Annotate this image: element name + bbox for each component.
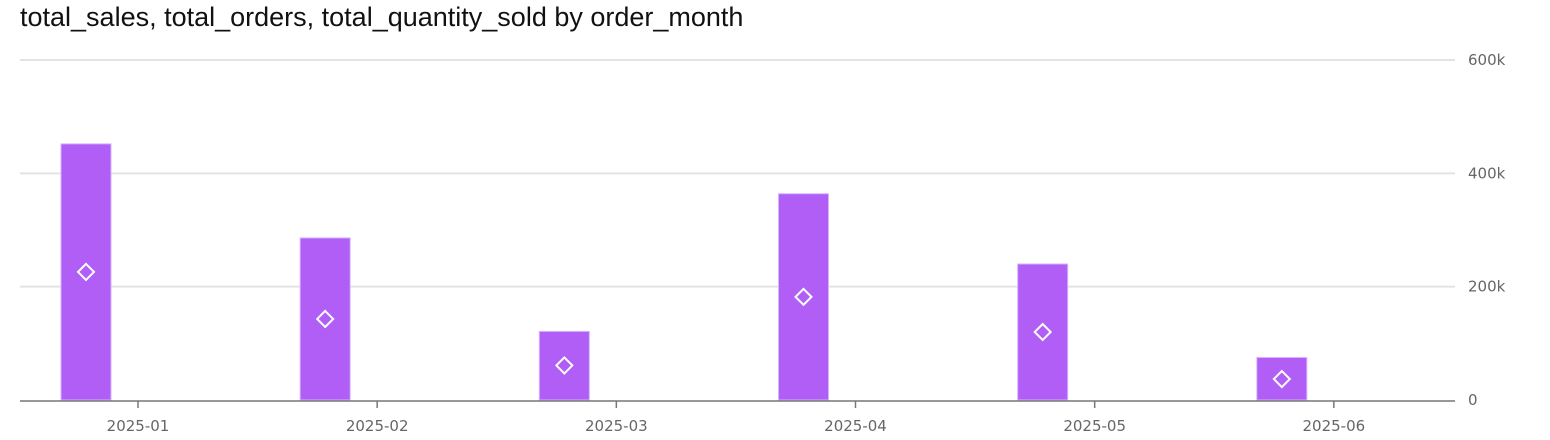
chart-title: total_sales, total_orders, total_quantit… — [20, 2, 744, 32]
marker-2025-02 — [315, 309, 335, 329]
bar-2025-06 — [1256, 357, 1308, 401]
x-tick-label: 2025-03 — [585, 417, 648, 435]
bar-2025-03 — [538, 330, 590, 401]
x-tick-label: 2025-02 — [346, 417, 409, 435]
y-tick-label: 600k — [1468, 51, 1506, 69]
y-axis: 0 200k 400k 600k — [1468, 51, 1506, 409]
bar-2025-01 — [60, 143, 112, 401]
x-tick-label: 2025-05 — [1063, 417, 1126, 435]
bar-2025-05 — [1017, 263, 1069, 401]
marker-2025-01 — [76, 262, 96, 282]
marker-series — [76, 262, 1292, 389]
marker-2025-04 — [794, 287, 813, 307]
x-tick-label: 2025-01 — [107, 417, 170, 435]
y-tick-label: 200k — [1468, 278, 1506, 296]
x-tick-label: 2025-04 — [824, 417, 887, 435]
bar-2025-02 — [299, 237, 351, 401]
bar-2025-04 — [778, 193, 829, 401]
y-tick-label: 400k — [1468, 164, 1506, 182]
marker-2025-03 — [554, 356, 574, 375]
gridlines — [20, 59, 1455, 288]
y-tick-label: 0 — [1468, 391, 1478, 409]
x-tick-label: 2025-06 — [1302, 417, 1365, 435]
x-axis: 2025-01 2025-02 2025-03 2025-04 2025-05 2025-… — [20, 400, 1455, 435]
marker-2025-06 — [1272, 369, 1292, 389]
marker-2025-05 — [1033, 322, 1053, 342]
bar-series — [60, 143, 1308, 401]
